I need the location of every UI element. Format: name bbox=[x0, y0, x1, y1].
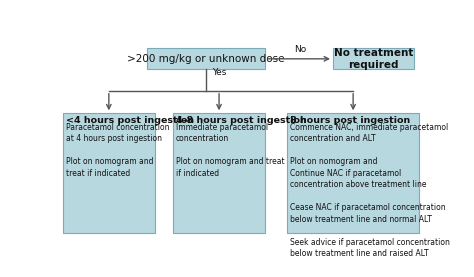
Text: No: No bbox=[294, 45, 306, 53]
Text: No treatment
required: No treatment required bbox=[334, 48, 413, 70]
Text: Yes: Yes bbox=[212, 68, 226, 77]
FancyBboxPatch shape bbox=[63, 113, 155, 233]
Text: Immediate paracetamol
concentration

Plot on nomogram and treat
if indicated: Immediate paracetamol concentration Plot… bbox=[176, 123, 285, 178]
Text: 4-8 hours post ingestion: 4-8 hours post ingestion bbox=[176, 116, 307, 125]
FancyBboxPatch shape bbox=[287, 113, 419, 233]
Text: >200 mg/kg or unknown dose: >200 mg/kg or unknown dose bbox=[128, 54, 285, 64]
FancyBboxPatch shape bbox=[333, 48, 414, 70]
Text: Commence NAC, immediate paracetamol
concentration and ALT

Plot on nomogram and
: Commence NAC, immediate paracetamol conc… bbox=[290, 123, 450, 258]
FancyBboxPatch shape bbox=[173, 113, 265, 233]
FancyBboxPatch shape bbox=[147, 48, 265, 70]
Text: 8 hours post ingestion: 8 hours post ingestion bbox=[290, 116, 410, 125]
Text: Paracetamol concentration
at 4 hours post ingestion

Plot on nomogram and
treat : Paracetamol concentration at 4 hours pos… bbox=[66, 123, 169, 178]
Text: <4 hours post ingestion: <4 hours post ingestion bbox=[66, 116, 194, 125]
